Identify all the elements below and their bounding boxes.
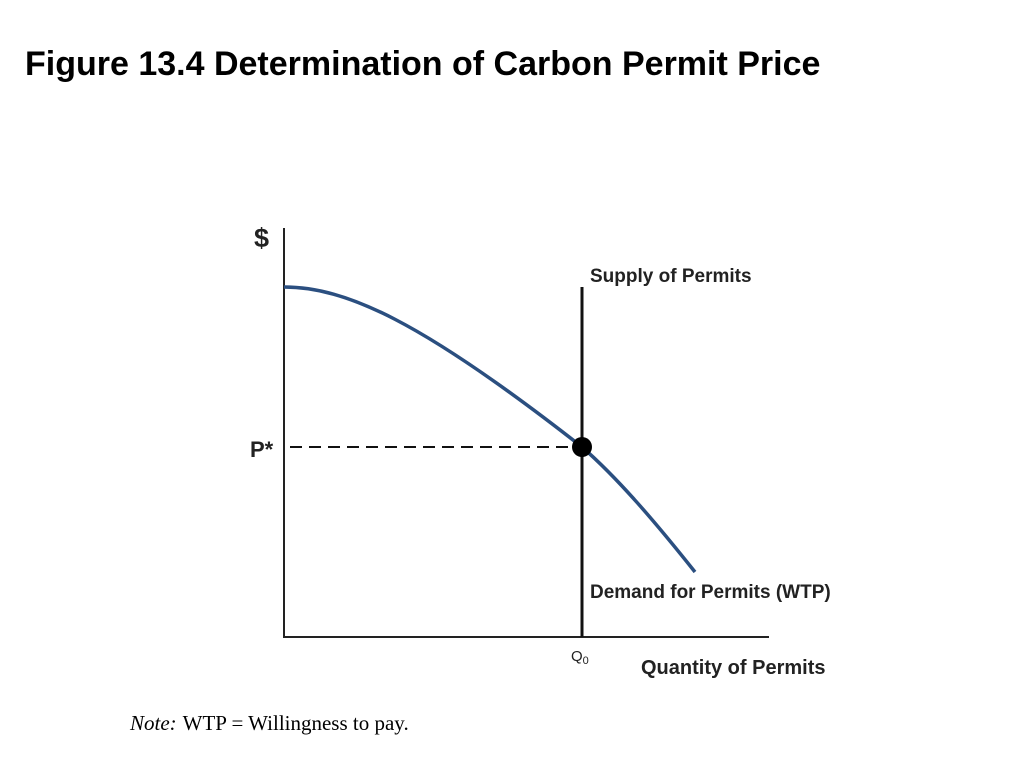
quantity-symbol: Q bbox=[571, 648, 583, 665]
equilibrium-point bbox=[572, 437, 592, 457]
x-axis-label: Quantity of Permits bbox=[641, 657, 825, 679]
y-axis-label: $ bbox=[254, 223, 269, 253]
quantity-label: Q0 bbox=[571, 648, 589, 667]
demand-label: Demand for Permits (WTP) bbox=[590, 582, 831, 603]
note-text: WTP = Willingness to pay. bbox=[183, 711, 409, 735]
figure-title: Figure 13.4 Determination of Carbon Perm… bbox=[25, 45, 820, 83]
price-label: P* bbox=[250, 437, 274, 462]
supply-label: Supply of Permits bbox=[590, 266, 752, 287]
quantity-subscript: 0 bbox=[583, 655, 589, 667]
note: Note: WTP = Willingness to pay. bbox=[129, 711, 409, 735]
note-prefix: Note: bbox=[129, 711, 177, 735]
demand-curve bbox=[283, 285, 697, 574]
